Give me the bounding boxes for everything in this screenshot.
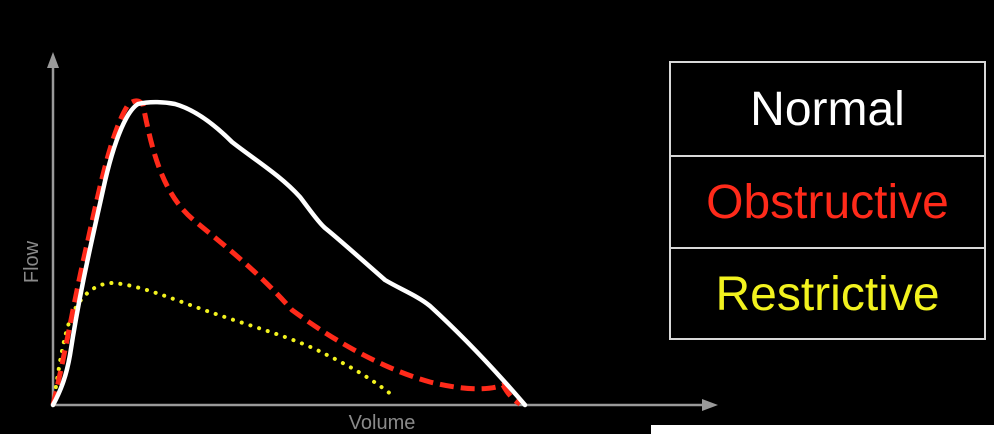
normal-curve	[50, 99, 528, 408]
legend-item-restrictive: Restrictive	[671, 247, 984, 339]
y-axis-label: Flow	[21, 240, 43, 283]
y-axis-arrowhead	[47, 52, 59, 68]
legend-item-obstructive: Obstructive	[671, 155, 984, 247]
restrictive-curve	[51, 280, 394, 407]
legend-label-restrictive: Restrictive	[715, 267, 940, 321]
x-axis-arrowhead	[702, 399, 718, 411]
obstructive-curve	[50, 98, 522, 407]
legend-label-normal: Normal	[750, 82, 905, 136]
legend-item-normal: Normal	[671, 63, 984, 155]
bottom-edge-strip	[651, 425, 994, 434]
x-axis-label: Volume	[349, 412, 416, 434]
legend-label-obstructive: Obstructive	[706, 175, 949, 229]
legend-box: Normal Obstructive Restrictive	[669, 61, 986, 340]
